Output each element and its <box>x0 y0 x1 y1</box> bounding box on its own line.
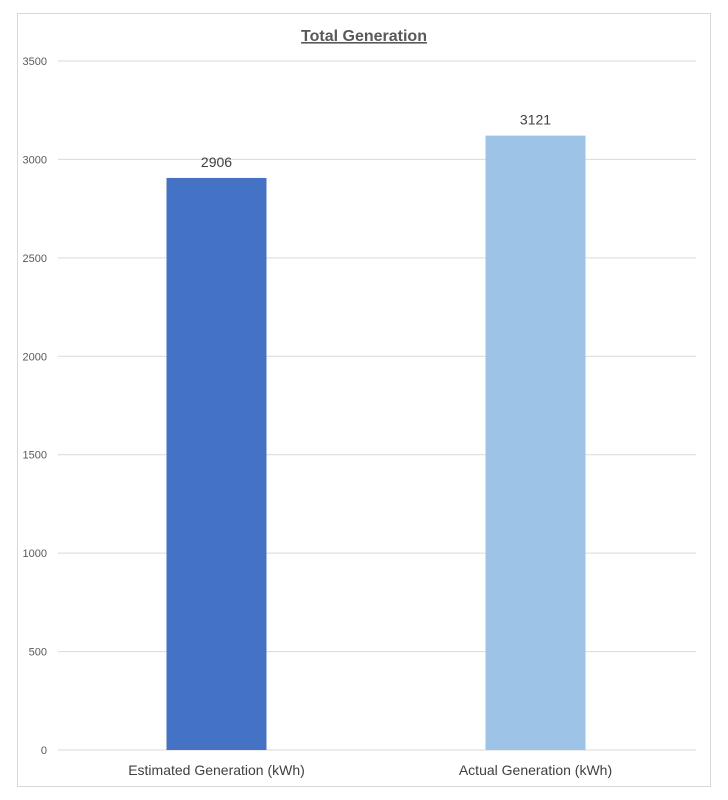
category-label: Actual Generation (kWh) <box>459 762 612 778</box>
gridlines <box>58 60 696 751</box>
bars <box>166 135 586 751</box>
category-label: Estimated Generation (kWh) <box>128 762 305 778</box>
y-tick-label: 3000 <box>23 154 47 166</box>
y-tick-label: 1500 <box>23 450 47 462</box>
y-tick-label: 500 <box>29 647 47 659</box>
bar-estimated <box>166 177 267 751</box>
y-tick-label: 0 <box>41 745 47 757</box>
data-labels: 2906 3121 <box>201 112 551 170</box>
data-label: 3121 <box>520 112 551 128</box>
x-axis-categories: Estimated Generation (kWh) Actual Generat… <box>128 762 612 778</box>
bar-actual <box>485 135 586 750</box>
y-tick-label: 2500 <box>23 253 47 265</box>
y-axis-ticks: 0 500 1000 1500 2000 2500 3000 3500 <box>23 56 47 757</box>
chart-title: Total Generation <box>301 28 427 45</box>
data-label: 2906 <box>201 154 232 170</box>
y-tick-label: 1000 <box>23 548 47 560</box>
y-tick-label: 2000 <box>23 351 47 363</box>
chart-frame <box>17 13 711 787</box>
y-tick-label: 3500 <box>23 56 47 68</box>
